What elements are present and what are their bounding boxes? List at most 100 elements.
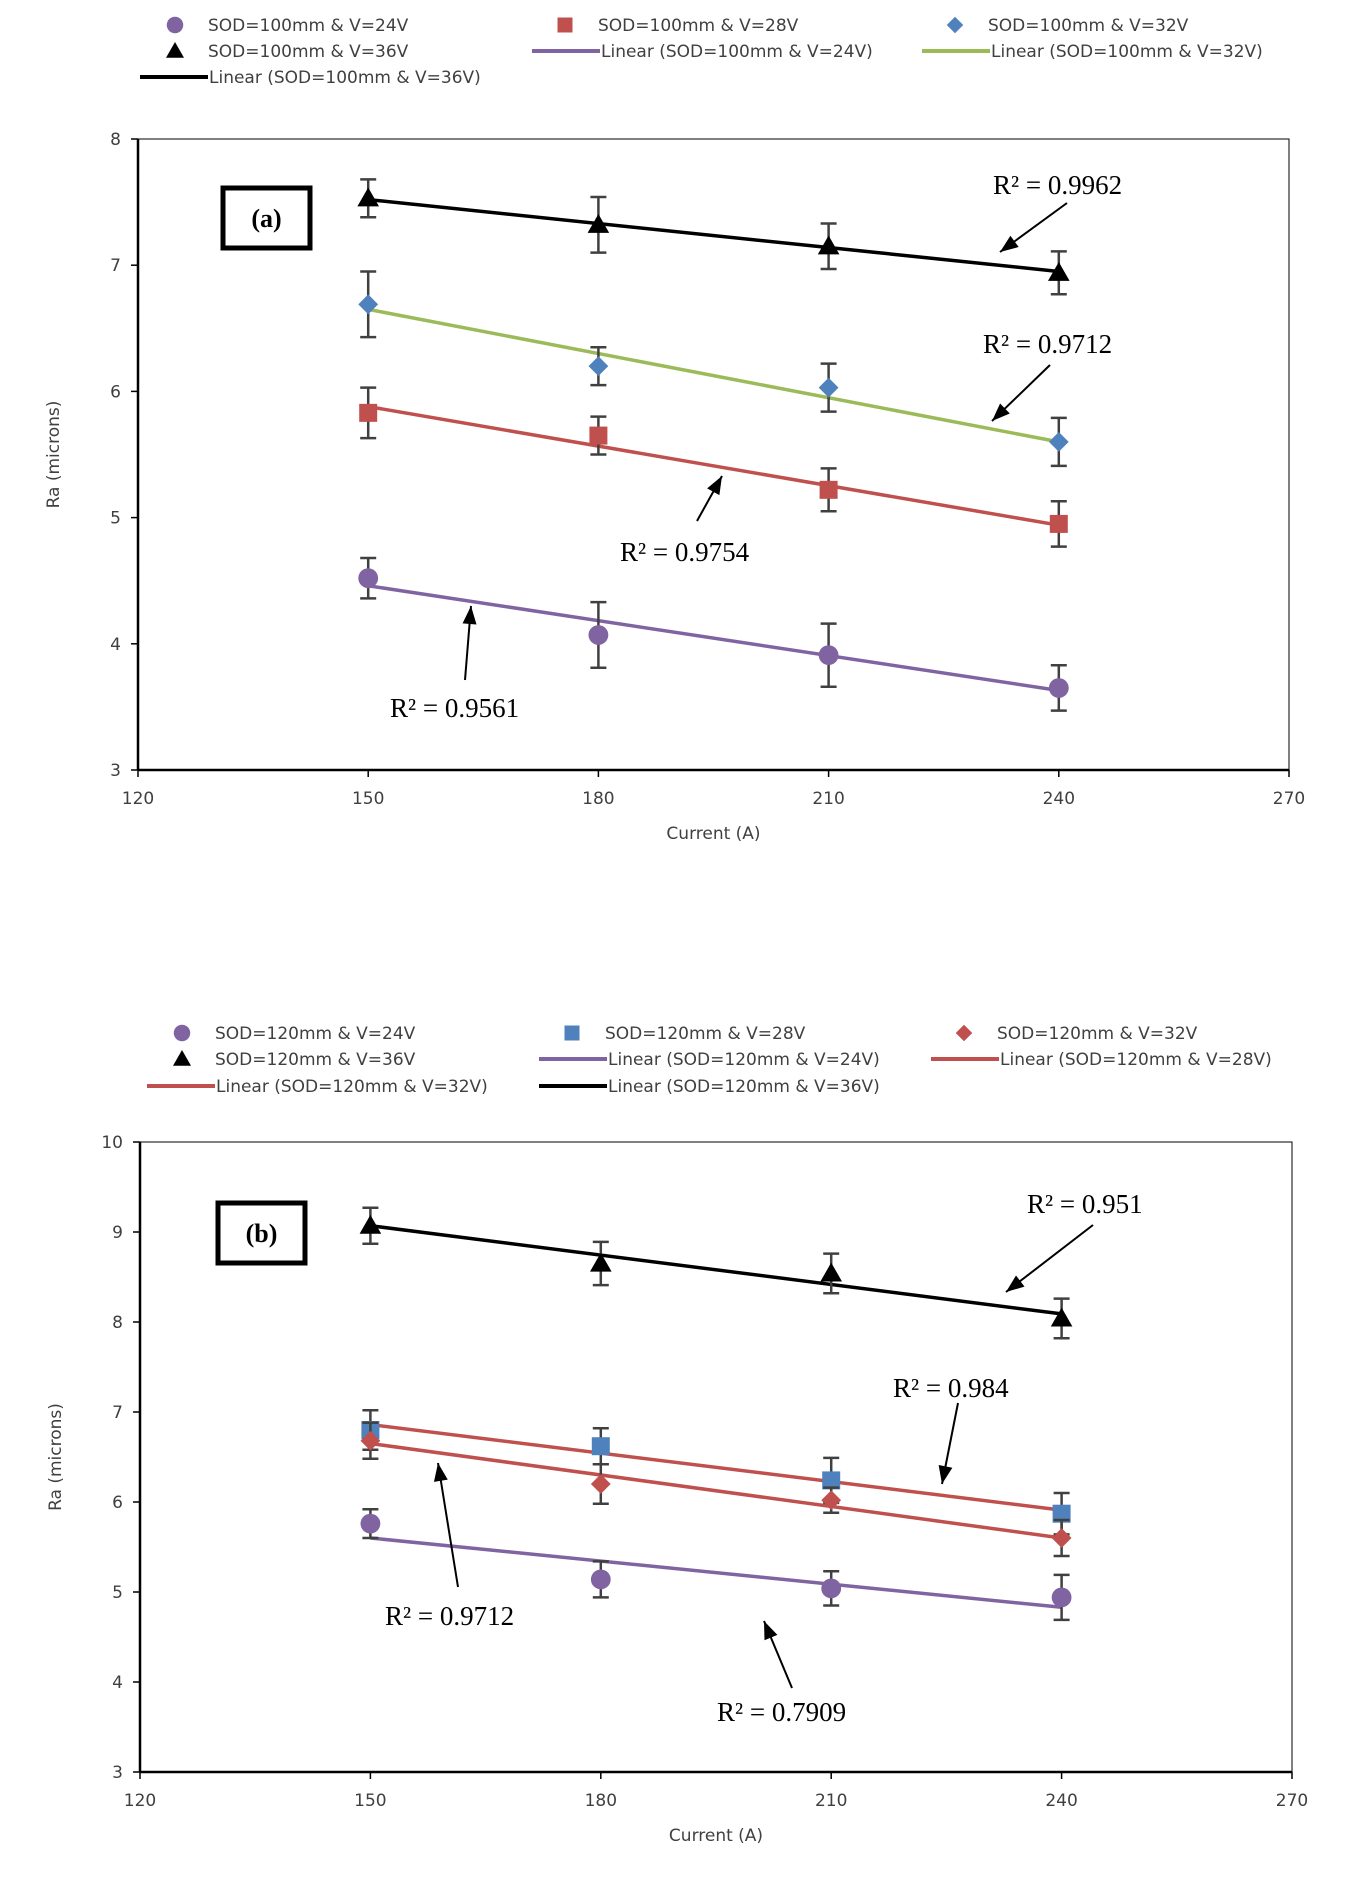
y-tick-label: 5 [110,509,121,529]
x-tick-label: 240 [1045,1791,1077,1811]
plot-area [139,1141,1293,1773]
r2-annotation: R² = 0.9561 [390,693,519,723]
data-point [589,426,608,445]
panel-label-box [215,1200,308,1266]
y-axis-title: Ra (microns) [44,401,64,509]
series [357,178,1070,296]
legend-label: Linear (SOD=120mm & V=36V) [608,1077,880,1097]
legend-label: Linear (SOD=120mm & V=32V) [216,1077,488,1097]
y-tick-label: 6 [112,1493,123,1513]
r2-arrow-head [1000,235,1019,252]
r2-arrow-shaft [1005,1224,1094,1293]
x-tick-label: 270 [1276,1791,1308,1811]
r2-arrow-head [1006,1275,1025,1292]
x-tick-label: 120 [122,789,154,809]
legend-marker [166,42,184,58]
y-tick-label: 8 [112,1313,123,1333]
legend-marker [946,16,964,34]
series [358,270,1069,468]
data-point [1051,1528,1072,1548]
data-point [1050,1307,1073,1327]
y-tick-label: 3 [112,1763,123,1783]
x-tick-label: 120 [124,1791,156,1811]
x-tick-label: 270 [1273,789,1305,809]
data-point [1048,678,1069,698]
data-point [1048,431,1069,452]
data-point [358,568,379,589]
data-point [359,1214,382,1234]
r2-annotation: R² = 0.9712 [983,329,1112,359]
data-point [587,214,610,233]
data-point [360,1430,381,1451]
trendline [370,1536,1062,1610]
trendline [370,1422,1062,1512]
legend-marker [564,1025,580,1041]
y-tick-label: 9 [112,1223,123,1243]
data-point [359,403,378,422]
x-tick-label: 150 [352,789,384,809]
r2-annotation: R² = 0.951 [1027,1189,1143,1219]
legend-label: SOD=100mm & V=32V [988,16,1189,36]
r2-annotation: R² = 0.984 [893,1373,1009,1403]
legend-marker [955,1024,973,1042]
legend: SOD=100mm & V=24V SOD=100mm & V=28V SOD=10… [140,16,1263,88]
y-tick-label: 6 [110,382,121,402]
legend-label: Linear (SOD=120mm & V=28V) [1000,1050,1272,1070]
data-point [822,1471,841,1490]
data-point [357,187,379,207]
data-point [360,1513,381,1534]
y-tick-label: 7 [112,1403,123,1423]
r2-annotation: R² = 0.9712 [385,1601,514,1631]
legend: SOD=120mm & V=24V SOD=120mm & V=28V SOD=12… [147,1024,1272,1097]
data-point [588,625,609,645]
panel-label-box [220,185,313,251]
data-point [819,480,838,499]
r2-arrow-shaft [437,1462,459,1588]
legend-label: SOD=100mm & V=28V [598,16,799,36]
legend-marker [166,16,184,34]
series [360,1421,1072,1558]
trendline [367,404,1060,527]
data-point [1051,1587,1072,1608]
trendline [368,197,1059,274]
y-tick-label: 5 [112,1583,123,1603]
x-axis-title: Current (A) [666,824,760,844]
legend-label: Linear (SOD=120mm & V=24V) [608,1050,880,1070]
series [360,1507,1072,1622]
y-tick-label: 7 [110,256,121,276]
series [361,1408,1071,1536]
r2-arrow-head [707,476,722,496]
data-point [820,1262,842,1282]
y-axis-title: Ra (microns) [46,1403,66,1511]
r2-arrow-head [462,606,477,625]
data-point [358,294,379,315]
legend-marker [557,17,573,33]
data-point [821,1578,842,1599]
legend-label: SOD=100mm & V=24V [208,16,409,36]
data-point [818,645,839,666]
data-point [821,1490,842,1511]
r2-arrow-head [992,403,1010,421]
x-axis-title: Current (A) [669,1826,763,1846]
x-tick-label: 210 [812,789,844,809]
legend-label: SOD=120mm & V=24V [215,1024,416,1044]
legend-label: SOD=120mm & V=32V [997,1024,1198,1044]
chart-panel-b: SOD=120mm & V=24V SOD=120mm & V=28V SOD=12… [46,1024,1308,1846]
r2-arrow-head [433,1463,448,1482]
x-tick-label: 180 [582,789,614,809]
legend-label: Linear (SOD=100mm & V=32V) [991,42,1263,62]
legend-marker [173,1024,191,1042]
data-point [590,1474,611,1494]
y-tick-label: 8 [110,130,121,150]
data-point [588,356,609,377]
legend-marker [173,1050,191,1066]
y-tick-label: 3 [110,761,121,781]
trendline [370,1441,1062,1540]
data-point [591,1437,610,1456]
series [359,386,1068,548]
r2-annotation: R² = 0.9754 [620,537,750,567]
legend-label: SOD=120mm & V=36V [215,1050,416,1070]
data-point [817,235,840,255]
r2-arrow-head [764,1621,778,1641]
data-point [1048,261,1070,281]
